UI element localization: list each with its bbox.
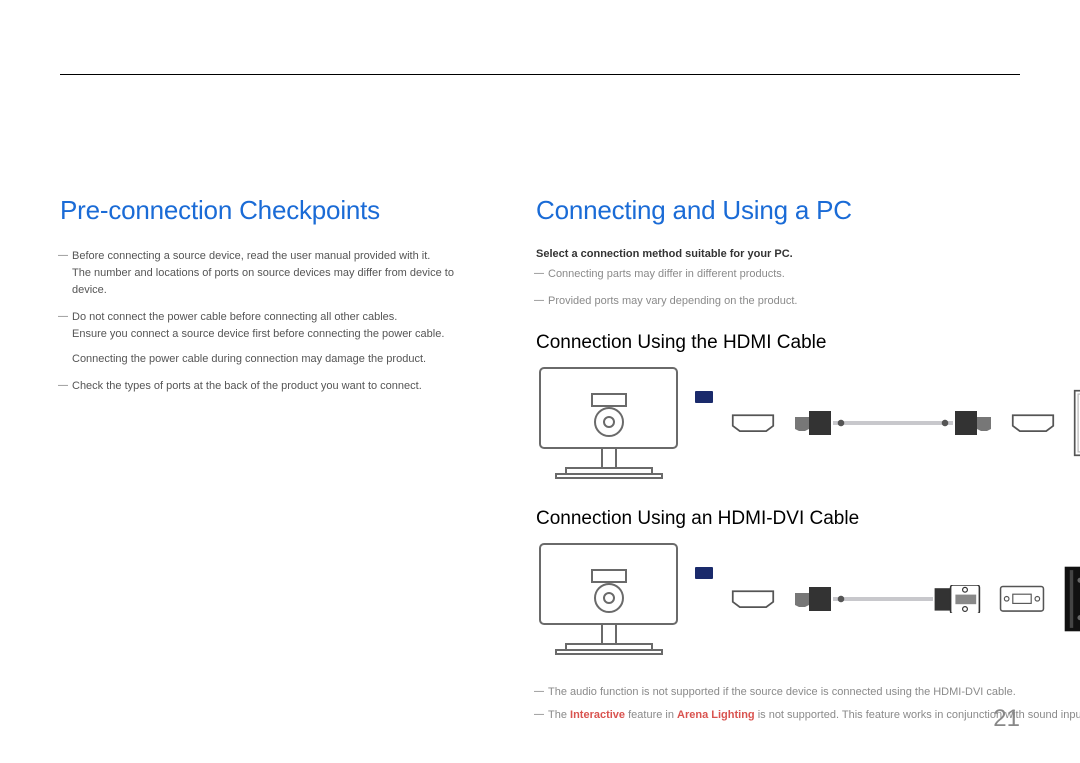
two-column-layout: Pre-connection Checkpoints Before connec… [60, 195, 1020, 730]
hdmi-plug-left-icon [793, 409, 833, 437]
heading-connecting-pc: Connecting and Using a PC [536, 195, 1080, 226]
footnote-int-pre: The [548, 709, 570, 721]
note-1-line2: The number and locations of ports on sou… [72, 265, 490, 299]
note-3: Check the types of ports at the back of … [60, 378, 490, 395]
dvi-female-port-icon [999, 585, 1045, 613]
hdmi-plug-right-icon [953, 409, 993, 437]
footnote-audio-text: The audio function is not supported if t… [548, 686, 1016, 698]
cable-line-icon [833, 594, 933, 604]
footnote-int-post: is not supported. This feature works in … [755, 709, 1080, 721]
subheading-hdmi-dvi: Connection Using an HDMI-DVI Cable [536, 508, 1080, 530]
note-1-line1: Before connecting a source device, read … [72, 250, 430, 262]
right-note-2: Provided ports may vary depending on the… [536, 293, 1080, 310]
note-2-line1: Do not connect the power cable before co… [72, 311, 397, 323]
right-note-1: Connecting parts may differ in different… [536, 266, 1080, 283]
note-2: Do not connect the power cable before co… [60, 309, 490, 368]
cable-line-icon [833, 418, 953, 428]
footnote-audio: The audio function is not supported if t… [536, 684, 1080, 701]
note-2-line2: Ensure you connect a source device first… [72, 326, 490, 343]
page-number: 21 [993, 705, 1020, 733]
monitor-icon [536, 364, 681, 482]
hdmi-female-port-icon [731, 410, 775, 436]
right-note-2-text: Provided ports may vary depending on the… [548, 295, 797, 307]
right-column: Connecting and Using a PC Select a conne… [536, 195, 1080, 730]
monitor-icon [536, 540, 681, 658]
hdmi-cable-icon [793, 409, 993, 437]
lead-text: Select a connection method suitable for … [536, 248, 1080, 260]
page: Pre-connection Checkpoints Before connec… [0, 0, 1080, 763]
illustration-hdmi [536, 364, 1080, 482]
hdmi-female-port-icon [731, 586, 775, 612]
port-column [699, 567, 713, 631]
pc-tower-icon [1073, 389, 1080, 457]
subheading-hdmi: Connection Using the HDMI Cable [536, 332, 1080, 354]
note-2-line3: Connecting the power cable during connec… [72, 351, 490, 368]
hdmi-port-label-icon [695, 567, 713, 579]
footnote-int-kw2: Arena Lighting [677, 709, 755, 721]
illustration-hdmi-dvi [536, 540, 1080, 658]
port-column [699, 391, 713, 455]
footnote-int-mid: feature in [625, 709, 677, 721]
pc-tower-icon [1063, 565, 1080, 633]
heading-preconnection: Pre-connection Checkpoints [60, 195, 490, 226]
note-3-line1: Check the types of ports at the back of … [72, 380, 422, 392]
hdmi-female-port-pc-icon [1011, 410, 1055, 436]
hdmi-port-label-icon [695, 391, 713, 403]
left-column: Pre-connection Checkpoints Before connec… [60, 195, 490, 730]
right-note-1-text: Connecting parts may differ in different… [548, 268, 785, 280]
footnote-int-kw1: Interactive [570, 709, 625, 721]
note-1: Before connecting a source device, read … [60, 248, 490, 299]
top-divider [60, 74, 1020, 75]
hdmi-dvi-cable-icon [793, 585, 981, 614]
dvi-plug-icon [933, 585, 981, 614]
hdmi-plug-left-icon [793, 585, 833, 613]
